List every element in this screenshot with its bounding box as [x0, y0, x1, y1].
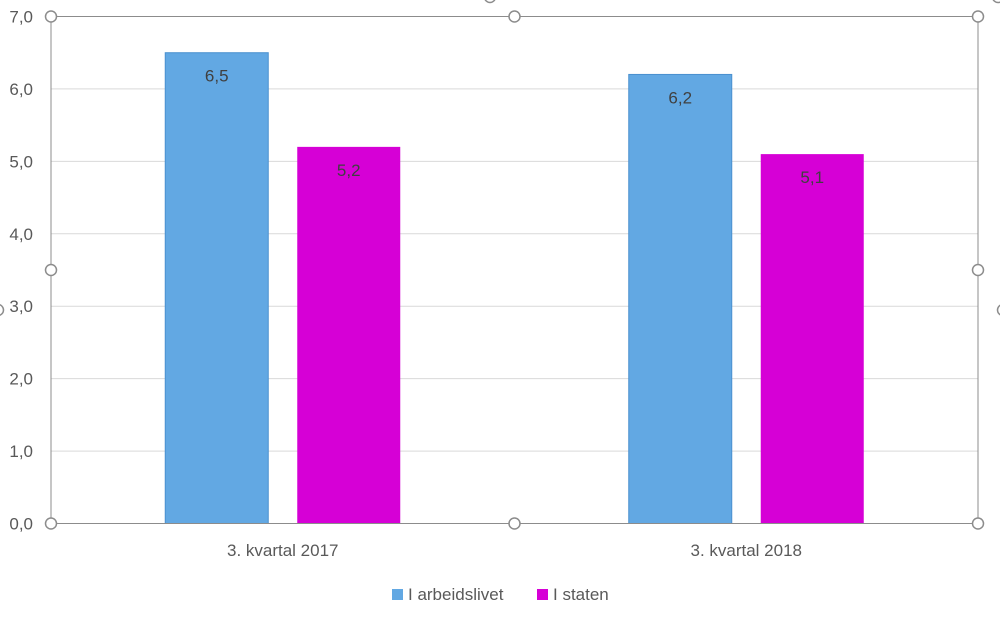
- resize-handle[interactable]: [973, 11, 984, 22]
- resize-handle[interactable]: [46, 265, 57, 276]
- y-tick-label: 4,0: [9, 225, 33, 244]
- bars: [165, 53, 864, 524]
- legend-swatch: [537, 589, 548, 600]
- resize-handle[interactable]: [973, 518, 984, 529]
- resize-handle[interactable]: [509, 11, 520, 22]
- legend-label: I arbeidslivet: [408, 585, 504, 604]
- y-tick-label: 0,0: [9, 515, 33, 534]
- x-tick-label: 3. kvartal 2018: [690, 541, 802, 560]
- data-label: 5,2: [337, 161, 361, 180]
- resize-handle[interactable]: [993, 0, 1000, 3]
- data-label: 5,1: [800, 168, 824, 187]
- resize-handle[interactable]: [46, 11, 57, 22]
- bar: [297, 147, 400, 524]
- data-label: 6,5: [205, 67, 229, 86]
- resize-handle[interactable]: [509, 518, 520, 529]
- bar: [629, 74, 732, 523]
- y-tick-label: 1,0: [9, 442, 33, 461]
- x-axis-tick-labels: 3. kvartal 2017 3. kvartal 2018: [227, 541, 802, 560]
- y-tick-label: 7,0: [9, 8, 33, 27]
- legend-swatch: [392, 589, 403, 600]
- y-tick-label: 3,0: [9, 297, 33, 316]
- resize-handle[interactable]: [0, 305, 4, 316]
- data-label: 6,2: [668, 88, 692, 107]
- resize-handle[interactable]: [46, 518, 57, 529]
- legend-entry[interactable]: I staten: [537, 585, 609, 604]
- y-tick-label: 2,0: [9, 370, 33, 389]
- legend[interactable]: I arbeidslivet I staten: [392, 585, 609, 604]
- bar: [761, 154, 864, 523]
- bar: [165, 53, 268, 524]
- legend-entry[interactable]: I arbeidslivet: [392, 585, 504, 604]
- y-axis-tick-labels: 0,0 1,0 2,0 3,0 4,0 5,0 6,0 7,0: [9, 8, 33, 534]
- y-tick-label: 6,0: [9, 80, 33, 99]
- y-tick-label: 5,0: [9, 152, 33, 171]
- resize-handle[interactable]: [973, 265, 984, 276]
- resize-handle[interactable]: [485, 0, 496, 3]
- legend-label: I staten: [553, 585, 609, 604]
- x-tick-label: 3. kvartal 2017: [227, 541, 339, 560]
